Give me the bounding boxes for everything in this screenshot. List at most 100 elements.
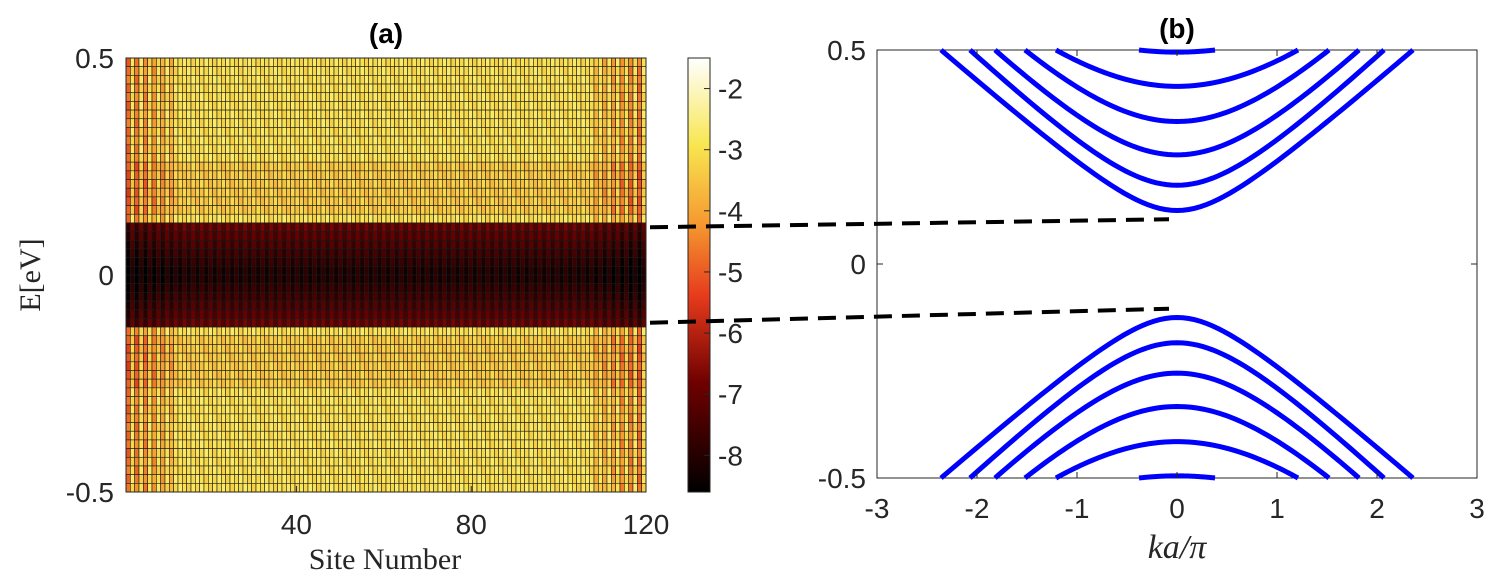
heatmap-cell	[463, 361, 469, 371]
heatmap-cell	[398, 344, 404, 354]
heatmap-cell	[351, 153, 356, 163]
heatmap-cell	[390, 257, 395, 267]
heatmap-cell	[303, 75, 309, 85]
heatmap-cell	[502, 57, 508, 67]
heatmap-cell	[290, 187, 296, 198]
heatmap-cell	[550, 344, 556, 354]
heatmap-cell	[195, 83, 200, 94]
heatmap-cell	[563, 361, 569, 371]
heatmap-cell	[593, 266, 599, 276]
heatmap-cell	[502, 326, 508, 337]
heatmap-cell	[229, 283, 235, 293]
heatmap-cell	[637, 274, 642, 284]
heatmap-cell	[320, 396, 326, 406]
heatmap-cell	[173, 283, 179, 293]
heatmap-cell	[342, 239, 348, 250]
heatmap-cell	[615, 335, 621, 345]
heatmap-cell	[528, 239, 534, 250]
heatmap-cell	[182, 187, 187, 198]
heatmap-cell	[546, 187, 551, 198]
heatmap-cell	[338, 378, 343, 389]
heatmap-cell	[541, 127, 547, 137]
heatmap-cell	[199, 205, 205, 215]
heatmap-cell	[325, 378, 330, 389]
heatmap-cell	[541, 75, 547, 85]
heatmap-cell	[368, 196, 374, 206]
heatmap-cell	[567, 396, 573, 406]
heatmap-cell	[576, 213, 582, 224]
heatmap-cell	[398, 370, 404, 380]
heatmap-cell	[238, 378, 244, 389]
heatmap-cell	[312, 283, 317, 293]
heatmap-cell	[199, 248, 205, 258]
heatmap-cell	[459, 127, 465, 137]
heatmap-cell	[381, 239, 387, 250]
heatmap-cell	[403, 213, 408, 224]
heatmap-cell	[221, 135, 226, 146]
heatmap-cell	[472, 135, 478, 146]
heatmap-cell	[268, 196, 274, 206]
heatmap-cell	[628, 118, 634, 128]
heatmap-cell	[494, 179, 499, 189]
heatmap-cell	[433, 127, 439, 137]
heatmap-cell	[316, 344, 322, 354]
heatmap-cell	[585, 266, 590, 276]
heatmap-cell	[325, 370, 330, 380]
heatmap-cell	[589, 92, 595, 102]
heatmap-cell	[394, 153, 400, 163]
heatmap-cell	[442, 205, 447, 215]
heatmap-cell	[420, 292, 426, 302]
heatmap-cell	[511, 378, 517, 389]
heatmap-cell	[286, 118, 291, 128]
heatmap-cell	[576, 361, 582, 371]
heatmap-cell	[468, 92, 473, 102]
heatmap-cell	[242, 248, 248, 258]
heatmap-cell	[268, 387, 274, 397]
heatmap-cell	[576, 66, 582, 76]
heatmap-cell	[624, 309, 629, 319]
heatmap-cell	[615, 274, 621, 284]
heatmap-cell	[286, 127, 291, 137]
heatmap-cell	[182, 205, 187, 215]
heatmap-cell	[333, 344, 339, 354]
heatmap-cell	[494, 335, 499, 345]
heatmap-cell	[450, 283, 456, 293]
heatmap-cell	[190, 213, 196, 224]
heatmap-cell	[403, 352, 408, 363]
heatmap-cell	[277, 352, 283, 363]
heatmap-cell	[173, 352, 179, 363]
heatmap-cell	[368, 161, 374, 172]
heatmap-cell	[459, 161, 465, 172]
heatmap-cell	[355, 213, 361, 224]
heatmap-cell	[498, 109, 504, 120]
heatmap-cell	[511, 161, 517, 172]
heatmap-cell	[576, 222, 582, 232]
heatmap-cell	[303, 161, 309, 172]
heatmap-cell	[346, 361, 352, 371]
heatmap-cell	[238, 57, 244, 67]
heatmap-cell	[468, 318, 473, 328]
heatmap-cell	[576, 274, 582, 284]
heatmap-cell	[494, 144, 499, 154]
heatmap-cell	[221, 179, 226, 189]
heatmap-cell	[164, 179, 170, 189]
heatmap-cell	[411, 387, 417, 397]
heatmap-cell	[147, 396, 153, 406]
heatmap-cell	[216, 109, 222, 120]
heatmap-cell	[450, 109, 456, 120]
heatmap-cell	[572, 326, 577, 337]
heatmap-cell	[429, 153, 434, 163]
heatmap-cell	[277, 318, 283, 328]
heatmap-cell	[411, 283, 417, 293]
heatmap-cell	[533, 109, 538, 120]
heatmap-cell	[606, 222, 612, 232]
heatmap-cell	[507, 135, 512, 146]
heatmap-cell	[606, 352, 612, 363]
heatmap-cell	[147, 144, 153, 154]
heatmap-cell	[468, 144, 473, 154]
heatmap-cell	[359, 292, 365, 302]
heatmap-cell	[619, 283, 625, 293]
heatmap-cell	[459, 83, 465, 94]
heatmap-cell	[286, 292, 291, 302]
heatmap-cell	[528, 222, 534, 232]
